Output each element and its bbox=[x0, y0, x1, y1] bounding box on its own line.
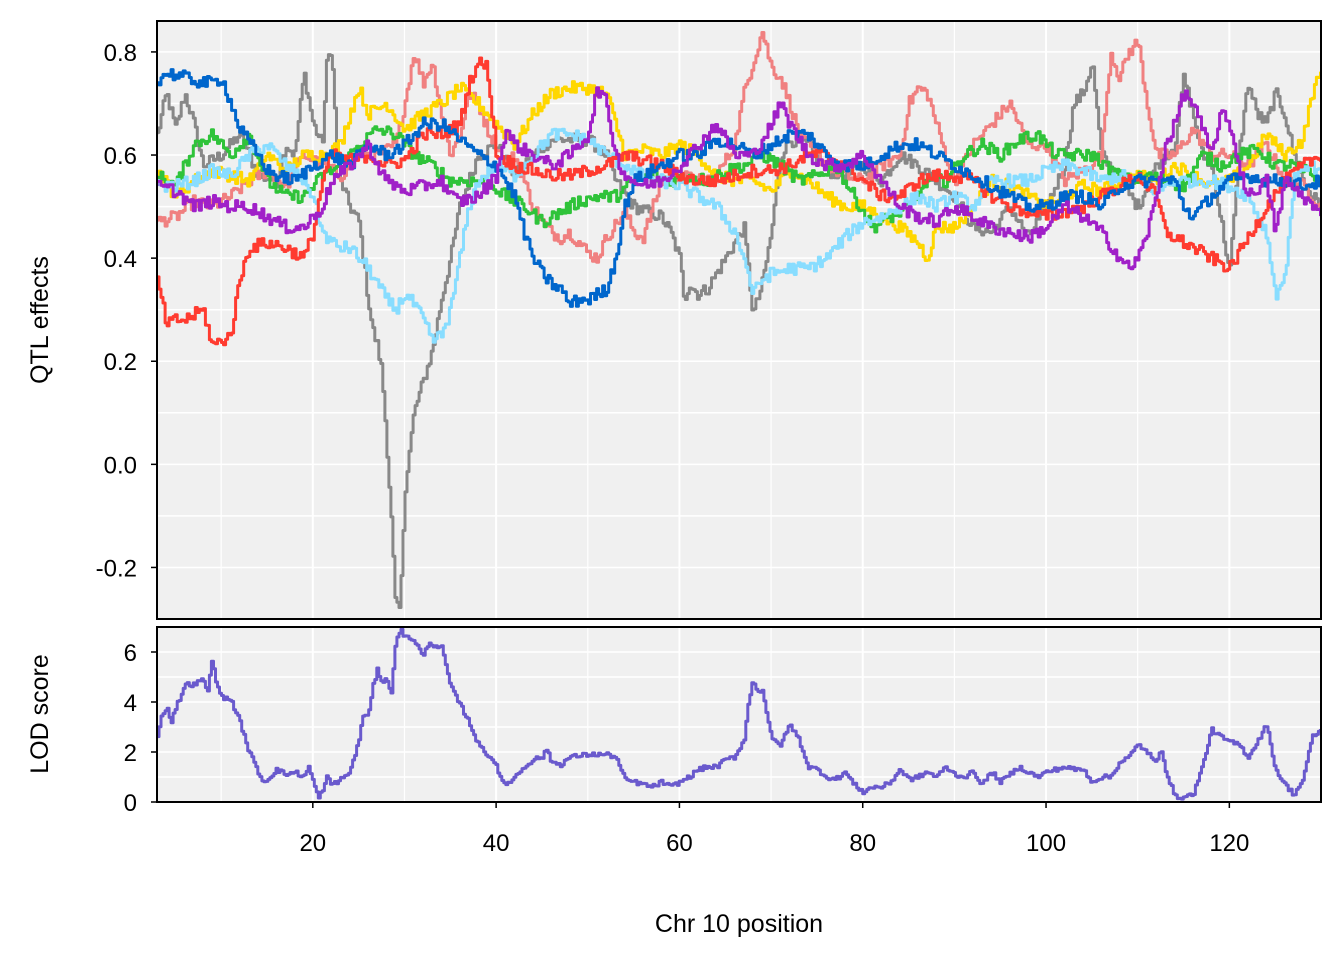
lod-y-axis: 0 2 4 6 bbox=[124, 640, 157, 817]
x-axis: 20 40 60 80 100 120 bbox=[299, 802, 1249, 857]
y-tick-label: 6 bbox=[124, 640, 137, 667]
y-tick-label: -0.2 bbox=[96, 555, 137, 582]
y-tick-label: 4 bbox=[124, 690, 137, 717]
effects-y-axis: -0.2 0.0 0.2 0.4 0.6 0.8 bbox=[96, 40, 157, 582]
x-tick-label: 80 bbox=[849, 830, 876, 857]
effects-plot-border bbox=[156, 20, 1322, 620]
y-tick-label: 2 bbox=[124, 740, 137, 767]
x-tick-label: 120 bbox=[1209, 830, 1249, 857]
x-tick-label: 20 bbox=[299, 830, 326, 857]
effects-y-axis-title: QTL effects bbox=[26, 256, 54, 384]
y-tick-label: 0.2 bbox=[104, 349, 137, 376]
y-tick-label: 0 bbox=[124, 790, 137, 817]
effects-lines bbox=[157, 31, 1321, 609]
lod-plot-border bbox=[156, 626, 1322, 803]
x-tick-label: 60 bbox=[666, 830, 693, 857]
x-axis-title: Chr 10 position bbox=[655, 910, 823, 938]
series-line-8 bbox=[157, 86, 1321, 271]
y-tick-label: 0.0 bbox=[104, 452, 137, 479]
lod-lines bbox=[157, 627, 1321, 801]
y-tick-label: 0.4 bbox=[104, 246, 137, 273]
x-tick-label: 100 bbox=[1026, 830, 1066, 857]
y-tick-label: 0.6 bbox=[104, 143, 137, 170]
lod-panel: 0 2 4 6 20 40 60 80 100 120 LOD score Chr 10 pos… bbox=[26, 626, 1322, 938]
x-tick-label: 40 bbox=[483, 830, 510, 857]
series-line-1 bbox=[157, 627, 1321, 801]
effects-panel: -0.2 0.0 0.2 0.4 0.6 0.8 QTL effects bbox=[26, 20, 1322, 620]
lod-y-axis-title: LOD score bbox=[26, 654, 54, 773]
y-tick-label: 0.8 bbox=[104, 40, 137, 67]
lod-plot-background bbox=[157, 627, 1321, 802]
series-line-5 bbox=[157, 127, 1321, 344]
